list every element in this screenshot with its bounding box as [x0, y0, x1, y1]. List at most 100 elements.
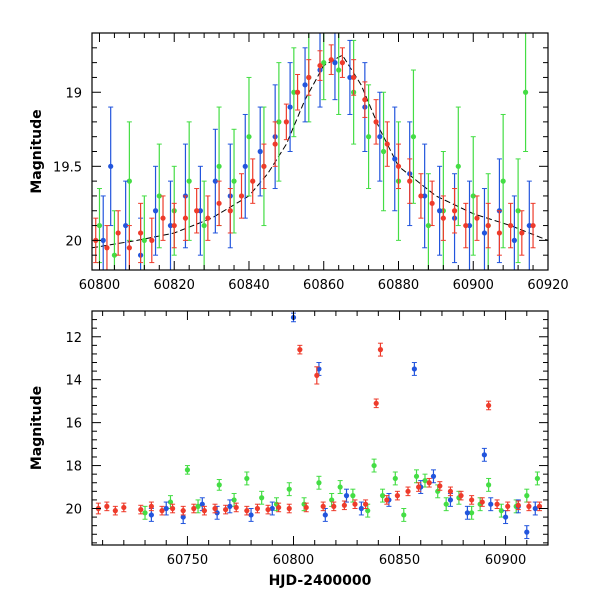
- data-point: [276, 504, 282, 511]
- data-point: [481, 452, 487, 458]
- data-point: [532, 505, 538, 512]
- data-point: [496, 230, 503, 236]
- data-point: [466, 222, 473, 229]
- data-point: [115, 230, 121, 236]
- data-point: [194, 208, 200, 214]
- y-tick-label: 19: [65, 86, 82, 101]
- data-point: [392, 156, 398, 162]
- x-tick-label: 60880: [378, 278, 419, 293]
- top-panel: 60800 60820 60840 60860 60880 60900 60920 19 19.…: [29, 32, 569, 293]
- data-point: [257, 148, 263, 155]
- data-point: [534, 475, 540, 482]
- data-point: [351, 74, 357, 81]
- data-point: [392, 475, 398, 482]
- data-point: [469, 510, 475, 516]
- data-point: [440, 215, 446, 221]
- data-point: [437, 208, 443, 214]
- data-point: [108, 163, 114, 169]
- data-point: [481, 230, 488, 236]
- x-tick-label: 60800: [79, 278, 120, 293]
- data-point: [377, 134, 383, 140]
- data-point: [227, 503, 233, 509]
- bottom-panel: 60750 60800 60850 60900 12 14 16 18 20 Magnitude H…: [29, 310, 549, 589]
- data-point: [363, 501, 369, 507]
- data-point: [250, 178, 256, 184]
- data-point: [405, 488, 411, 494]
- data-point: [519, 230, 525, 236]
- data-point: [191, 505, 197, 512]
- data-point: [306, 74, 312, 81]
- data-point: [395, 163, 402, 169]
- data-point: [167, 499, 174, 505]
- x-tick-label: 60920: [527, 278, 568, 293]
- data-point: [380, 148, 387, 155]
- series-red: [93, 44, 536, 270]
- data-point: [377, 347, 384, 353]
- data-point: [447, 497, 454, 503]
- plot-area: [95, 312, 543, 540]
- data-point: [502, 514, 509, 520]
- data-point: [186, 178, 192, 184]
- data-point: [246, 134, 252, 140]
- data-point: [458, 493, 464, 499]
- data-point: [216, 482, 222, 488]
- data-point: [522, 89, 529, 95]
- data-point: [317, 62, 323, 69]
- data-point: [418, 193, 424, 199]
- data-point: [494, 501, 500, 507]
- data-point: [329, 497, 335, 503]
- x-tick-label: 60820: [154, 278, 195, 293]
- data-point: [294, 89, 301, 95]
- data-point: [373, 119, 379, 125]
- data-point: [515, 502, 521, 508]
- data-point: [233, 504, 239, 511]
- data-point: [111, 252, 118, 258]
- data-point: [148, 503, 154, 509]
- data-point: [244, 508, 250, 514]
- data-point: [407, 178, 413, 184]
- data-point: [197, 208, 203, 214]
- x-tick-label: 60860: [303, 278, 344, 293]
- data-point: [286, 486, 292, 492]
- data-point: [303, 504, 309, 511]
- data-point: [138, 506, 144, 513]
- data-point: [149, 237, 155, 243]
- y-tick-label: 12: [65, 331, 82, 346]
- data-point: [159, 508, 165, 514]
- x-tick-label: 60900: [485, 553, 526, 568]
- data-point: [464, 510, 471, 516]
- data-point: [416, 484, 422, 490]
- x-tick-label: 60900: [453, 278, 494, 293]
- data-point: [227, 208, 233, 214]
- data-point: [429, 200, 435, 206]
- data-point: [331, 503, 337, 509]
- data-point: [322, 512, 328, 518]
- data-point: [511, 237, 517, 243]
- data-point: [410, 134, 417, 140]
- data-point: [148, 512, 154, 518]
- data-point: [358, 505, 364, 512]
- data-point: [126, 245, 132, 251]
- data-point: [332, 60, 338, 66]
- data-point: [259, 495, 265, 501]
- y-tick-label: 19.5: [53, 160, 82, 175]
- y-tick-label: 14: [65, 374, 82, 389]
- data-point: [365, 134, 372, 140]
- data-point: [500, 178, 506, 184]
- data-point: [384, 141, 390, 147]
- data-point: [261, 163, 267, 169]
- data-point: [205, 215, 211, 221]
- data-point: [341, 502, 347, 508]
- data-point: [488, 501, 494, 507]
- data-point: [141, 237, 147, 243]
- data-point: [283, 119, 289, 125]
- x-tick-label: 60750: [167, 553, 208, 568]
- data-point: [339, 60, 346, 66]
- data-point: [199, 501, 205, 507]
- data-point: [498, 508, 504, 514]
- data-point: [121, 504, 127, 511]
- data-point: [212, 505, 218, 512]
- data-point: [328, 57, 334, 63]
- data-point: [425, 222, 431, 229]
- data-point: [287, 104, 293, 110]
